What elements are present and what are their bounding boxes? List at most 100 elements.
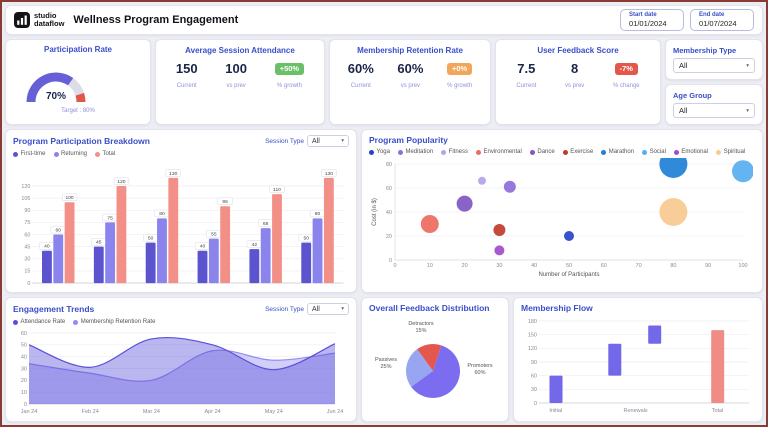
legend-label: Meditation	[405, 149, 434, 155]
svg-text:0: 0	[534, 401, 537, 407]
legend-dot-icon	[13, 319, 18, 325]
session-type-value: All	[312, 137, 320, 145]
svg-text:30: 30	[24, 257, 30, 263]
session-type-label: Session Type	[265, 305, 304, 313]
legend-item: Dance	[529, 148, 555, 156]
svg-text:50: 50	[21, 343, 27, 349]
kpi-current-value: 7.5	[517, 61, 536, 76]
svg-text:Cost (in $): Cost (in $)	[372, 198, 378, 226]
bottom-row: Engagement Trends Session Type All ▾ Att…	[5, 297, 763, 422]
kpi-current-label: Current	[516, 83, 537, 89]
membership-type-select[interactable]: All ▾	[673, 58, 755, 73]
legend-item: Emotional	[673, 148, 708, 156]
legend-label: Membership Retention Rate	[80, 319, 156, 325]
legend-label: Dance	[537, 149, 555, 155]
membership-retention-card: Membership Retention Rate 60% Current 60…	[329, 39, 491, 125]
chevron-down-icon: ▾	[341, 306, 344, 312]
kpi-prev-label: vs prev	[564, 83, 585, 89]
end-date-field[interactable]: End date 01/07/2024	[690, 9, 754, 31]
kpi-prev: 60% vs prev	[397, 62, 423, 120]
svg-text:Feb 24: Feb 24	[82, 409, 99, 415]
svg-text:105: 105	[21, 196, 30, 202]
svg-text:120: 120	[21, 184, 30, 190]
svg-text:120: 120	[117, 179, 125, 185]
app-header: studio dataflow Wellness Program Engagem…	[5, 5, 763, 35]
svg-text:0: 0	[393, 263, 396, 269]
svg-text:60: 60	[24, 232, 30, 238]
svg-text:150: 150	[528, 332, 537, 338]
popularity-bubble-chart[interactable]: 0 20 40 60 80 0 10 20 30 40 50 60 70 80 90 100 Number of…	[369, 158, 753, 278]
svg-text:Promoters: Promoters	[467, 363, 493, 369]
kpi-prev-value: 60%	[397, 61, 424, 76]
kpi-title: Participation Rate	[43, 45, 112, 54]
kpi-current-label: Current	[350, 83, 371, 89]
svg-text:68: 68	[263, 221, 269, 227]
svg-text:90: 90	[24, 208, 30, 214]
age-group-label: Age Group	[673, 91, 712, 100]
svg-text:80: 80	[386, 162, 392, 168]
legend-dot-icon	[441, 149, 447, 155]
logo-text: studio dataflow	[34, 10, 64, 29]
kpi-body: 150 Current 100 vs prev +50% % growth	[162, 62, 318, 120]
start-date-field[interactable]: Start date 01/01/2024	[620, 9, 684, 31]
svg-text:15: 15	[24, 269, 30, 275]
kpi-prev-value: 100	[225, 61, 247, 76]
breakdown-bar-chart[interactable]: 0 15 30 45 60 75 90 105 120 40 60 100 45 75 120 50 80 130…	[13, 160, 349, 288]
svg-text:45: 45	[24, 244, 30, 250]
legend-label: Spiritual	[723, 149, 746, 155]
date-range-picker: Start date 01/01/2024 End date 01/07/202…	[620, 9, 754, 31]
svg-text:40: 40	[44, 244, 50, 250]
trends-area-chart[interactable]: 0 10 20 30 40 50 60 Jan 24 Feb 24 Mar 24 Apr 24 May…	[13, 328, 349, 416]
legend-item: Environmental	[476, 148, 522, 156]
svg-text:Passives: Passives	[375, 357, 397, 363]
session-type-select[interactable]: All ▾	[307, 303, 349, 315]
svg-text:70%: 70%	[46, 91, 66, 102]
svg-text:50: 50	[303, 235, 309, 241]
svg-text:Detractors: Detractors	[408, 321, 434, 327]
svg-text:40: 40	[200, 244, 206, 250]
age-group-select[interactable]: All ▾	[673, 103, 755, 118]
svg-text:90: 90	[531, 360, 537, 366]
membership-type-value: All	[679, 61, 688, 70]
svg-text:120: 120	[528, 346, 537, 352]
membership-flow-waterfall-chart[interactable]: 0 30 60 90 120 150 180 Initial Renewals Total	[521, 315, 755, 415]
kpi-current-value: 60%	[347, 61, 374, 76]
legend-label: First-time	[20, 151, 46, 157]
legend-item: Meditation	[397, 148, 434, 156]
svg-text:130: 130	[325, 171, 333, 177]
svg-text:40: 40	[386, 210, 392, 216]
svg-text:50: 50	[566, 263, 572, 269]
svg-text:30: 30	[496, 263, 502, 269]
legend-dot-icon	[642, 149, 648, 155]
legend-dot-icon	[95, 151, 101, 157]
svg-text:Renewals: Renewals	[624, 408, 648, 414]
program-participation-breakdown-card: Program Participation Breakdown Session …	[5, 129, 357, 293]
svg-text:20: 20	[386, 234, 392, 240]
svg-text:20: 20	[21, 378, 27, 384]
svg-text:100: 100	[65, 195, 73, 201]
svg-text:180: 180	[528, 319, 537, 325]
legend-dot-icon	[673, 149, 679, 155]
kpi-growth: +0% % growth	[446, 62, 473, 120]
svg-text:42: 42	[252, 242, 258, 248]
filter-column: Membership Type All ▾ Age Group All ▾	[665, 39, 763, 125]
legend-label: Yoga	[376, 149, 390, 155]
end-date-label: End date	[699, 12, 725, 18]
kpi-growth-label: % growth	[447, 83, 473, 89]
membership-flow-card: Membership Flow 0 30 60 90 120 150 180 Initial R…	[513, 297, 763, 422]
svg-text:60: 60	[56, 227, 62, 233]
chevron-down-icon: ▾	[746, 62, 749, 69]
logo-line-1: studio	[34, 10, 57, 20]
legend-label: Marathon	[608, 149, 635, 155]
svg-text:80: 80	[159, 211, 165, 217]
kpi-body: 7.5 Current 8 vs prev -7% % change	[502, 62, 654, 120]
participation-gauge-chart[interactable]: 70%	[12, 61, 144, 107]
session-type-select[interactable]: All ▾	[307, 135, 349, 147]
gauge-target-label: Target : 80%	[61, 108, 95, 114]
start-date-label: Start date	[629, 12, 657, 18]
kpi-prev: 100 vs prev	[225, 62, 247, 120]
engagement-trends-card: Engagement Trends Session Type All ▾ Att…	[5, 297, 357, 422]
svg-text:40: 40	[531, 263, 537, 269]
legend-dot-icon	[529, 149, 535, 155]
